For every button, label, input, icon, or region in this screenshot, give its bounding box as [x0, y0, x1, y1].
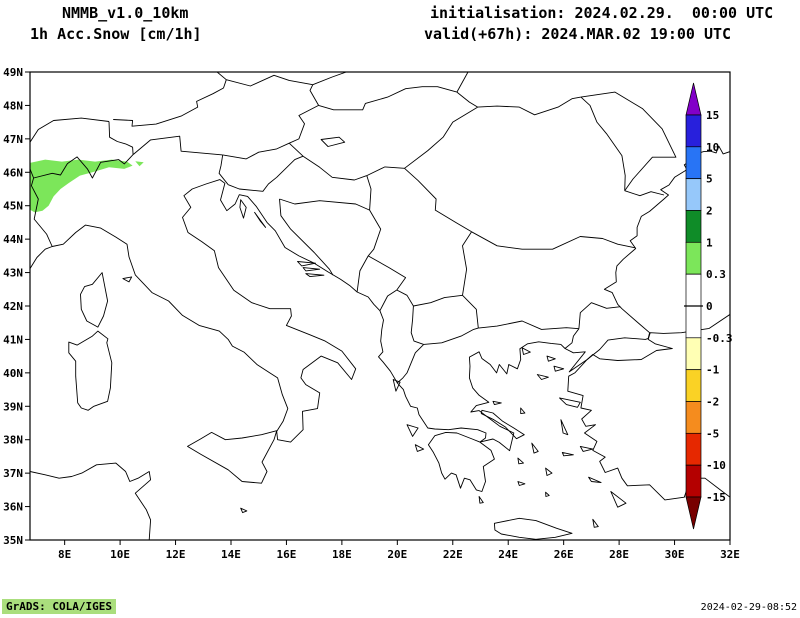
snow-shading — [30, 159, 144, 213]
lon-tick-label: 14E — [221, 548, 241, 561]
lat-tick-label: 41N — [3, 333, 23, 346]
lat-tick-label: 39N — [3, 400, 23, 413]
colorbar-segment — [685, 337, 702, 370]
colorbar-bottom-arrow — [685, 496, 702, 530]
colorbar-segment — [685, 369, 702, 402]
lon-tick-label: 26E — [554, 548, 574, 561]
lon-tick-label: 28E — [609, 548, 629, 561]
lat-tick-label: 45N — [3, 200, 23, 213]
lat-tick-label: 49N — [3, 66, 23, 79]
lat-tick-label: 40N — [3, 367, 23, 380]
lon-tick-label: 24E — [498, 548, 518, 561]
creation-timestamp: 2024-02-29-08:52 — [700, 602, 797, 613]
lon-tick-label: 30E — [665, 548, 685, 561]
colorbar-label: 15 — [706, 109, 719, 122]
colorbar-segment — [685, 305, 702, 339]
init-time-label: initialisation: 2024.02.29. 00:00 UTC — [430, 4, 774, 22]
colorbar-segment — [685, 146, 702, 179]
colorbar-label: 0.3 — [706, 268, 726, 281]
colorbar-segment — [685, 114, 702, 148]
lat-tick-label: 46N — [3, 166, 23, 179]
colorbar-label: -5 — [706, 427, 719, 440]
colorbar-segment — [685, 464, 702, 498]
colorbar-segment — [685, 178, 702, 211]
lat-tick-label: 48N — [3, 99, 23, 112]
axes: 49N 48N 47N 46N 45N 44N 43N 42N 41N 40N 39N 38N 37N 3… — [3, 66, 740, 561]
colorbar-label: -15 — [706, 491, 726, 504]
lat-tick-label: 38N — [3, 434, 23, 447]
colorbar-label: 1 — [706, 236, 713, 249]
colorbar-label: 2 — [706, 205, 713, 218]
lon-tick-label: 12E — [166, 548, 186, 561]
model-title: NMMB_v1.0_10km — [62, 4, 189, 22]
lat-tick-label: 44N — [3, 233, 23, 246]
colorbar-label: -10 — [706, 459, 726, 472]
colorbar-label: 0 — [706, 300, 713, 313]
colorbar-label: -1 — [706, 364, 720, 377]
valid-time-label: valid(+67h): 2024.MAR.02 19:00 UTC — [424, 25, 732, 43]
lat-tick-label: 37N — [3, 467, 23, 480]
colorbar-label: 5 — [706, 173, 713, 186]
colorbar-label: -2 — [706, 396, 719, 409]
field-title: 1h Acc.Snow [cm/1h] — [30, 25, 202, 43]
lon-tick-label: 10E — [110, 548, 130, 561]
colorbar-segment — [685, 210, 702, 243]
map-frame — [29, 71, 731, 541]
lon-tick-label: 18E — [332, 548, 352, 561]
lon-tick-label: 22E — [443, 548, 463, 561]
colorbar-segment — [685, 401, 702, 434]
lat-tick-label: 47N — [3, 133, 23, 146]
lon-tick-label: 20E — [387, 548, 407, 561]
colorbar-segment — [685, 432, 702, 466]
lat-tick-label: 42N — [3, 300, 23, 313]
colorbar-segment — [685, 241, 702, 275]
colorbar-segment — [685, 273, 702, 307]
lat-tick-label: 36N — [3, 501, 23, 514]
lon-tick-label: 8E — [58, 548, 71, 561]
colorbar-label: 10 — [706, 141, 719, 154]
grads-stamp: GrADS: COLA/IGES — [2, 599, 116, 614]
colorbar-label: -0.3 — [706, 332, 733, 345]
lat-tick-label: 35N — [3, 534, 23, 547]
lat-tick-label: 43N — [3, 267, 23, 280]
coastlines-and-borders — [30, 72, 730, 540]
lon-tick-label: 32E — [720, 548, 740, 561]
colorbar-top-arrow — [685, 82, 702, 116]
colorbar: 15 10 5 2 1 0.3 0 -0.3 -1 -2 -5 -10 -15 — [684, 82, 733, 530]
lon-tick-label: 16E — [276, 548, 296, 561]
